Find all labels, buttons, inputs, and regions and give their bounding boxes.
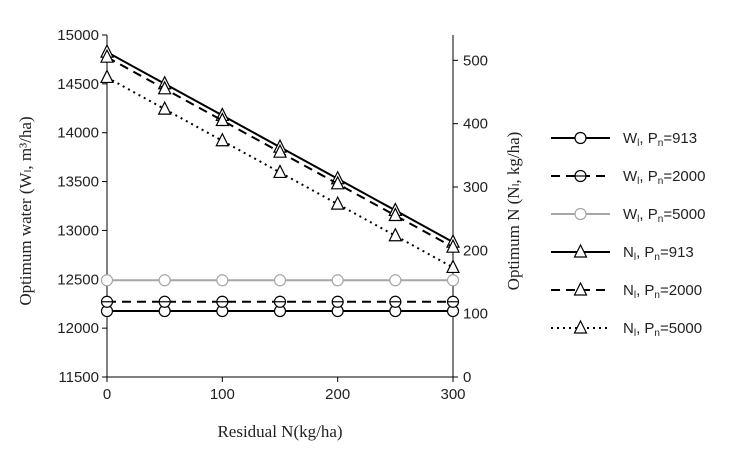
data-point [158,274,171,287]
legend-marker [574,207,587,221]
legend-marker [573,281,588,296]
data-point [216,274,229,287]
legend-label: Wl, Pn=913 [623,130,697,149]
data-point [273,164,287,179]
right-y-tick-label: 400 [463,116,488,133]
legend-item-1: Wl, Pn=2000 [551,168,705,187]
data-point [273,274,287,287]
x-tick-label: 300 [440,386,465,403]
series-layer [100,43,460,318]
data-point [446,274,460,287]
left-y-tick-label: 15000 [57,27,99,44]
legend-label: Wl, Pn=5000 [623,206,705,225]
right-y-tick-label: 500 [463,52,488,69]
data-point [388,207,403,222]
right-y-tick-label: 300 [463,179,488,196]
right-y-tick-label: 200 [463,242,488,259]
data-point [157,100,172,115]
legend-marker [574,131,587,145]
right-y-tick-label: 0 [463,369,471,386]
x-axis-title: Residual N(kg/ha) [217,422,342,441]
left-y-tick-label: 12500 [57,271,99,288]
legend-label: Nl, Pn=2000 [623,282,702,301]
data-point [100,69,114,84]
left-y-tick-label: 11500 [58,369,99,386]
data-point [100,48,114,63]
data-point [330,175,345,190]
legend-item-0: Wl, Pn=913 [551,130,697,149]
data-point [446,238,460,253]
series-0 [100,304,460,318]
left-y-axis-title: Optimum water (Wₗ, m³/ha) [16,116,35,305]
legend-item-4: Nl, Pn=2000 [551,281,702,301]
legend-marker [573,319,588,334]
x-tick-label: 200 [325,386,350,403]
left-y-tick-label: 14000 [57,125,99,142]
chart-axes: 0 100 200 300 11500 12000 12500 13000 13500 14000… [57,27,488,403]
data-point [273,143,287,158]
legend-label: Nl, Pn=913 [623,244,694,263]
legend-label: Nl, Pn=5000 [623,320,702,339]
data-point [331,274,344,287]
data-point [389,274,402,287]
data-point [388,227,403,242]
right-y-axis-title: Optimum N (Nₗ, kg/ha) [504,132,523,291]
legend-item-5: Nl, Pn=5000 [551,319,702,339]
data-point [215,132,230,147]
series-4 [100,48,460,253]
data-point [100,274,114,287]
chart-legend: Wl, Pn=913 Wl, Pn=2000 Wl, Pn=5000 Nl, Pn=9… [551,130,705,339]
data-point [330,195,345,210]
left-y-tick-label: 14500 [57,76,99,93]
left-y-tick-label: 13500 [57,174,99,191]
data-point [157,80,172,95]
data-point [446,259,460,274]
x-tick-label: 100 [210,386,235,403]
legend-marker [573,243,588,258]
left-y-tick-label: 12000 [57,320,99,337]
series-5 [100,69,460,274]
data-point [215,112,230,127]
series-2 [100,274,460,287]
legend-item-2: Wl, Pn=5000 [551,206,705,225]
legend-item-3: Nl, Pn=913 [551,243,694,263]
right-y-tick-label: 100 [463,306,488,323]
legend-label: Wl, Pn=2000 [623,168,705,187]
left-y-tick-label: 13000 [57,222,99,239]
x-tick-label: 0 [103,386,111,403]
series-1 [100,295,460,308]
